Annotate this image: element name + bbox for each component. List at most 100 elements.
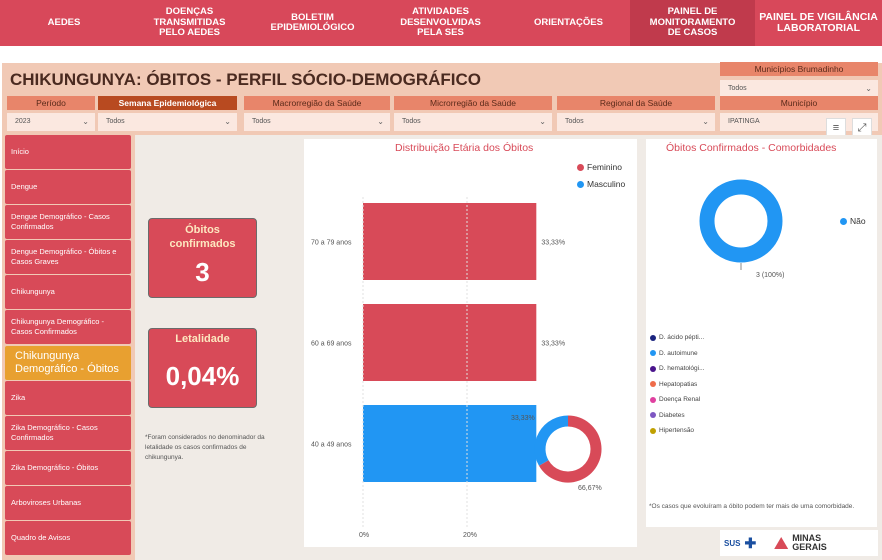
legend-label: D. hematológi...	[659, 365, 705, 372]
filter-select[interactable]: Todos ⌄	[720, 80, 878, 98]
chevron-down-icon: ⌄	[865, 84, 872, 93]
nav-painel-vigilancia[interactable]: PAINEL DE VIGILÂNCIA LABORATORIAL	[759, 10, 878, 34]
sidebar-item-label: Chikungunya	[11, 287, 55, 296]
nav-aedes[interactable]: AEDES	[47, 16, 81, 28]
filter-select[interactable]: 2023 ⌄	[7, 113, 95, 131]
filter-municipios-brumadinho[interactable]: Municípios Brumadinho Todos ⌄	[720, 62, 878, 98]
legend-dot	[650, 396, 656, 403]
legend-label: Doença Renal	[659, 396, 701, 403]
nav-orientacoes[interactable]: ORIENTAÇÕES	[534, 16, 603, 28]
comorbidity-legend-item[interactable]: D. hematológi...	[650, 365, 705, 372]
kpi-letalidade: Letalidade 0,04%	[148, 328, 257, 408]
legend-dot	[650, 365, 656, 372]
comorbidity-legend-item[interactable]: Hipertensão	[650, 427, 694, 434]
sidebar-item-label: Dengue Demográfico - Casos Confirmados	[11, 212, 110, 231]
comorbidity-legend-item[interactable]: D. autoimune	[650, 350, 698, 357]
footnote-comorbidade: *Os casos que evoluíram a óbito podem te…	[649, 503, 855, 510]
filter-label: Municípios Brumadinho	[720, 62, 878, 76]
category-label: 70 a 79 anos	[311, 240, 352, 247]
filter-value: Todos	[252, 118, 271, 125]
filter-label: Período	[7, 96, 95, 110]
filter-select[interactable]: Todos ⌄	[394, 113, 552, 131]
nav-doencas[interactable]: DOENÇAS TRANSMITIDAS PELO AEDES	[153, 6, 226, 39]
donut-slice	[699, 179, 783, 263]
legend-dot	[650, 412, 656, 418]
sidebar-item-label: Zika Demográfico - Óbitos	[11, 463, 99, 472]
age-chart-title: Distribuição Etária dos Óbitos	[395, 142, 534, 154]
expand-icon[interactable]: ⤢	[852, 118, 872, 138]
filter-macrorregiao[interactable]: Macrorregião da Saúde Todos ⌄	[244, 96, 390, 131]
sidebar-item-zika-casos[interactable]: Zika Demográfico - Casos Confirmados	[5, 416, 131, 450]
filter-value: Todos	[106, 118, 125, 125]
category-label: 60 a 69 anos	[311, 341, 352, 348]
sidebar-item-zika[interactable]: Zika	[5, 381, 131, 415]
sidebar-item-zika-obitos[interactable]: Zika Demográfico - Óbitos	[5, 451, 131, 485]
filter-select[interactable]: Todos ⌄	[98, 113, 237, 131]
nav-boletim[interactable]: BOLETIM EPIDEMIOLÓGICO	[270, 11, 355, 33]
sidebar-item-dengue-obitos[interactable]: Dengue Demográfico - Óbitos e Casos Grav…	[5, 240, 131, 274]
filter-semana[interactable]: Semana Epidemiológica Todos ⌄	[98, 96, 237, 131]
legend-label: Hepatopatias	[659, 380, 698, 388]
comorbidity-legend-item[interactable]: D. ácido pépti...	[650, 334, 704, 341]
legend-nao[interactable]: Não	[840, 216, 866, 226]
bar-data-label: 33,33%	[541, 240, 565, 247]
footnote-letalidade: *Foram considerados no denominador da le…	[145, 434, 265, 461]
chevron-down-icon: ⌄	[377, 117, 384, 126]
nav-painel-monitoramento[interactable]: PAINEL DE MONITORAMENTO DE CASOS	[630, 0, 755, 46]
kpi-value: 3	[195, 257, 210, 287]
category-label: 40 a 49 anos	[311, 442, 352, 449]
filter-regional[interactable]: Regional da Saúde Todos ⌄	[557, 96, 715, 131]
cross-icon: ✚	[744, 534, 757, 551]
filter-periodo[interactable]: Período 2023 ⌄	[7, 96, 95, 131]
donut-data-label: 66,67%	[578, 485, 602, 492]
filter-label: Município	[720, 96, 878, 110]
sidebar-item-arboviroses[interactable]: Arboviroses Urbanas	[5, 486, 131, 520]
legend-label: Feminino	[587, 162, 622, 172]
age-bar-chart: 70 a 79 anos 33,33% 60 a 69 anos 33,33% 40 a…	[311, 197, 602, 539]
comorbidity-legend-item[interactable]: Doença Renal	[650, 396, 700, 403]
sidebar-item-label: Quadro de Avisos	[11, 533, 71, 542]
legend-label: Não	[850, 216, 866, 226]
logos: SUS ✚ MINAS GERAIS	[720, 530, 878, 556]
sidebar-item-label: Início	[11, 147, 29, 156]
sidebar-item-inicio[interactable]: Início	[5, 135, 131, 169]
chevron-down-icon: ⌄	[224, 117, 231, 126]
legend-masculino[interactable]: Masculino	[577, 179, 625, 189]
sidebar-item-quadro-avisos[interactable]: Quadro de Avisos	[5, 521, 131, 555]
legend-dot	[577, 180, 584, 188]
page-title: CHIKUNGUNYA: ÓBITOS - PERFIL SÓCIO-DEMOG…	[10, 70, 481, 89]
kpi-title: Letalidade	[175, 333, 230, 345]
filter-select[interactable]: Todos ⌄	[244, 113, 390, 131]
bar-data-label: 33,33%	[541, 341, 565, 348]
legend-label: D. autoimune	[659, 349, 698, 357]
legend-dot	[650, 381, 656, 387]
sidebar-item-label: Dengue Demográfico - Óbitos e Casos Grav…	[11, 247, 117, 266]
comorbidity-legend-item[interactable]: Diabetes	[650, 412, 685, 419]
sidebar-item-label: Chikungunya Demográfico - Óbitos	[15, 350, 119, 375]
chevron-down-icon: ⌄	[702, 117, 709, 126]
kpi-obitos: Óbitos confirmados 3	[148, 218, 257, 298]
sidebar-item-label: Arboviroses Urbanas	[11, 498, 82, 507]
sidebar-item-dengue[interactable]: Dengue	[5, 170, 131, 204]
filter-select[interactable]: Todos ⌄	[557, 113, 715, 131]
chevron-down-icon: ⌄	[539, 117, 546, 126]
sidebar-item-chikungunya[interactable]: Chikungunya	[5, 275, 131, 309]
sidebar-item-dengue-casos[interactable]: Dengue Demográfico - Casos Confirmados	[5, 205, 131, 239]
sidebar-item-chik-casos[interactable]: Chikungunya Demográfico - Casos Confirma…	[5, 310, 131, 344]
legend-label: D. ácido pépti...	[659, 334, 705, 341]
legend-dot	[650, 350, 656, 356]
legend-dot	[840, 217, 847, 225]
legend-label: Hipertensão	[659, 427, 695, 434]
filter-label: Regional da Saúde	[557, 96, 715, 110]
filter-microrregiao[interactable]: Microrregião da Saúde Todos ⌄	[394, 96, 552, 131]
sidebar-item-chik-obitos[interactable]: Chikungunya Demográfico - Óbitos	[5, 346, 131, 380]
minas-gerais-logo: MINAS GERAIS	[792, 533, 827, 552]
nav-atividades[interactable]: ATIVIDADES DESENVOLVIDAS PELA SES	[400, 6, 481, 39]
legend-dot	[577, 163, 584, 171]
sidebar-item-label: Dengue	[11, 182, 38, 191]
comorbidity-legend-item[interactable]: Hepatopatias	[650, 381, 697, 388]
filter-label: Macrorregião da Saúde	[244, 96, 390, 110]
sidebar-item-label: Zika	[11, 393, 26, 402]
legend-feminino[interactable]: Feminino	[577, 162, 622, 172]
x-tick-label: 0%	[359, 532, 369, 539]
